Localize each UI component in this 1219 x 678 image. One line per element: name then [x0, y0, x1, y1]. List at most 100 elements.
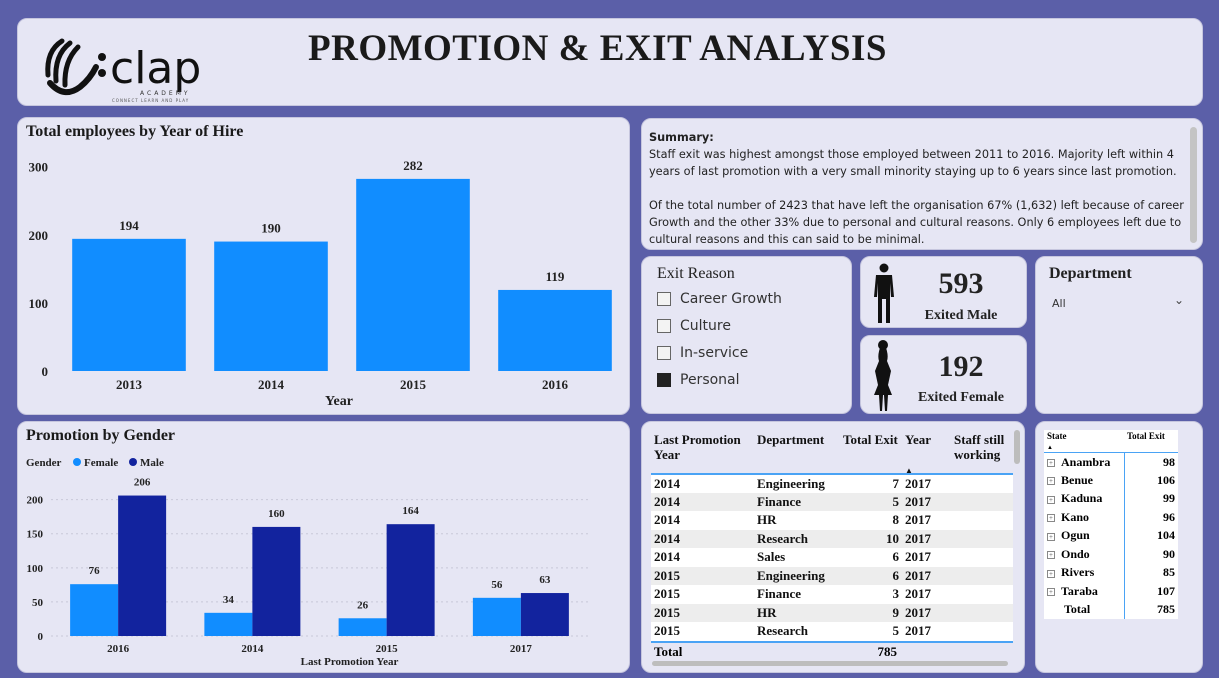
state-cell: + Taraba — [1044, 582, 1124, 601]
expand-icon[interactable]: + — [1047, 551, 1055, 559]
table-row[interactable]: 2014 Sales 6 2017 — [651, 548, 1013, 567]
column-header[interactable]: Year ▲ — [902, 430, 951, 475]
table-cell: 2017 — [905, 493, 931, 509]
column-header[interactable]: Last Promotion Year — [654, 432, 741, 462]
exit-option-culture[interactable]: Culture — [657, 318, 731, 334]
table-row[interactable]: + Kano 96 — [1044, 508, 1178, 527]
state-total-value: 785 — [1123, 600, 1178, 619]
column-header[interactable]: Department — [757, 432, 825, 447]
summary-scrollbar[interactable] — [1190, 127, 1197, 243]
table-row[interactable]: + Kaduna 99 — [1044, 489, 1178, 508]
state-total-label: Total — [1064, 602, 1091, 617]
option-label: In-service — [680, 345, 749, 361]
legend-marker — [129, 458, 137, 466]
checkbox-icon[interactable] — [657, 319, 671, 333]
column-header[interactable]: State ▲ — [1044, 430, 1124, 453]
expand-icon[interactable]: + — [1047, 569, 1055, 578]
table-cell: 6 — [892, 549, 900, 565]
expand-icon[interactable]: + — [1047, 514, 1055, 522]
promotion-table: Last Promotion Year Department Total Exi… — [651, 430, 1013, 641]
department-dropdown-value[interactable]: All — [1052, 297, 1066, 310]
state-name: Ondo — [1061, 546, 1090, 561]
expand-icon[interactable]: + — [1047, 458, 1055, 467]
gender-chart-card[interactable]: Promotion by Gender 0 50 100 150 200 Gender Fe… — [17, 421, 630, 673]
table-cell: 2014 — [654, 512, 680, 528]
exit-option-in-service[interactable]: In-service — [657, 345, 748, 361]
total-label: Total — [654, 644, 683, 659]
table-row[interactable]: + Anambra 98 — [1044, 452, 1178, 472]
expand-icon[interactable]: + — [1047, 588, 1055, 596]
table-cell: 2017 — [905, 512, 931, 528]
state-cell: + Kano — [1044, 508, 1124, 527]
checkbox-checked-icon[interactable] — [657, 373, 671, 387]
data-label: 194 — [119, 218, 139, 233]
exit-option-career-growth[interactable]: Career Growth — [657, 291, 782, 307]
table-cell: 2015 — [654, 623, 680, 639]
table-cell: 2017 — [905, 549, 931, 565]
expand-icon[interactable]: + — [1047, 532, 1055, 541]
data-label: 282 — [403, 158, 423, 173]
state-cell: + Rivers — [1044, 564, 1124, 583]
sort-ascending-icon[interactable]: ▲ — [1047, 445, 1053, 451]
table-cell: 2017 — [905, 623, 931, 639]
table-row[interactable]: 2015 Engineering 6 2017 — [651, 566, 1013, 586]
bar — [386, 524, 435, 636]
hire-chart-title: Total employees by Year of Hire — [26, 123, 244, 140]
x-tick-label: 2014 — [258, 377, 285, 392]
exited-male-value: 593 — [938, 267, 984, 300]
bar — [520, 593, 569, 636]
table-cell — [951, 511, 1013, 530]
expand-icon[interactable]: + — [1047, 495, 1055, 504]
table-row[interactable]: 2014 HR 8 2017 — [651, 511, 1013, 530]
table-horizontal-scrollbar[interactable] — [652, 661, 1008, 666]
table-cell: 2017 — [905, 530, 931, 546]
column-header[interactable]: Total Exit — [843, 432, 898, 447]
data-label: 63 — [539, 574, 551, 586]
data-label: 34 — [223, 594, 235, 606]
exit-option-personal[interactable]: Personal — [657, 372, 740, 388]
column-header[interactable]: Total Exit — [1124, 430, 1178, 453]
column-header[interactable]: Staff still working — [954, 432, 1005, 462]
table-row[interactable]: 2015 Research 5 2017 — [651, 622, 1013, 641]
bar — [214, 241, 328, 371]
summary-card: Summary: Staff exit was highest amongst … — [641, 118, 1203, 250]
table-row[interactable]: 2014 Engineering 7 2017 — [651, 474, 1013, 493]
table-row[interactable]: 2015 Finance 3 2017 — [651, 585, 1013, 604]
table-row[interactable]: + Taraba 107 — [1044, 582, 1178, 601]
option-label: Culture — [680, 318, 731, 334]
expand-icon[interactable]: + — [1047, 477, 1055, 485]
checkbox-icon[interactable] — [657, 346, 671, 360]
y-tick-label: 200 — [29, 228, 49, 243]
table-row[interactable]: 2014 Research 10 2017 — [651, 529, 1013, 548]
state-cell: + Anambra — [1044, 453, 1124, 472]
state-name: Anambra — [1061, 454, 1111, 469]
y-tick-label: 50 — [32, 597, 44, 609]
table-row[interactable]: + Ondo 90 — [1044, 545, 1178, 564]
state-header-row: State ▲ Total Exit — [1044, 430, 1178, 453]
chevron-down-icon[interactable]: ⌄ — [1174, 293, 1185, 307]
table-row[interactable]: 2014 Finance 5 2017 — [651, 492, 1013, 511]
table-cell — [951, 474, 1013, 493]
state-cell: + Benue — [1044, 471, 1124, 490]
state-exit-cell: 107 — [1123, 582, 1178, 601]
table-vertical-scrollbar[interactable] — [1014, 430, 1020, 464]
exited-male-label: Exited Male — [924, 308, 998, 323]
checkbox-icon[interactable] — [657, 292, 671, 306]
sort-ascending-icon[interactable]: ▲ — [905, 466, 913, 475]
table-cell: 10 — [886, 530, 899, 546]
legend-marker — [73, 458, 81, 466]
logo-wordmark: clap — [110, 43, 201, 94]
table-row[interactable]: + Benue 106 — [1044, 471, 1178, 490]
male-silhouette-icon — [874, 263, 894, 323]
state-exit-cell: 90 — [1123, 545, 1178, 564]
table-row[interactable]: 2015 HR 9 2017 — [651, 603, 1013, 622]
table-cell: 8 — [892, 512, 900, 528]
data-label: 164 — [402, 505, 419, 517]
table-cell — [951, 567, 1013, 586]
table-cell — [951, 622, 1013, 641]
table-row[interactable]: + Rivers 85 — [1044, 563, 1178, 583]
x-tick-label: 2013 — [116, 377, 143, 392]
hire-chart-card[interactable]: Total employees by Year of Hire 0 100 200 3… — [17, 117, 630, 415]
table-row[interactable]: + Ogun 104 — [1044, 526, 1178, 545]
table-cell: HR — [757, 604, 777, 620]
